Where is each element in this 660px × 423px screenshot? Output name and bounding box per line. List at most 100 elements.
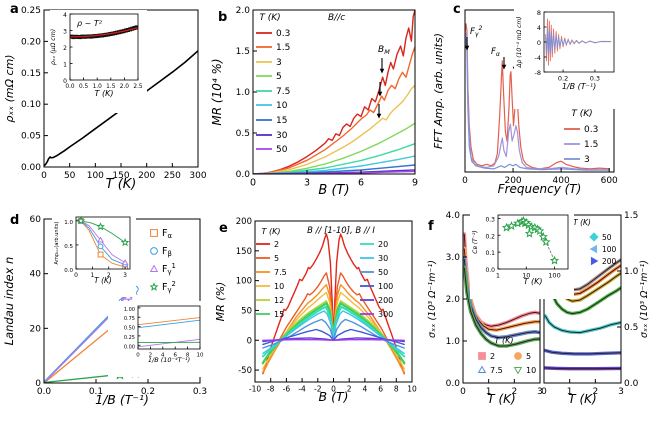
svg-text:100: 100 [548, 272, 560, 280]
svg-text:1/B (10⁻⁴T⁻¹): 1/B (10⁻⁴T⁻¹) [148, 356, 190, 364]
svg-text:0.0: 0.0 [64, 268, 73, 274]
chart-a-resistivity-vs-temperature: 0 50 100 150 200 250 300 0.00 0.05 0.10 0.15 0.20 0.… [2, 2, 208, 205]
chart-a-inset-low-temperature-fit: 0.0 0.5 1.0 1.5 2.0 2.5 0 1 2 3 4 T (K) ρₓₓ (μΩ cm) ρ… [50, 10, 147, 113]
svg-text:0: 0 [136, 353, 140, 359]
svg-text:0.3: 0.3 [485, 216, 495, 223]
svg-text:1.5: 1.5 [276, 43, 290, 53]
svg-text:10: 10 [526, 366, 536, 375]
svg-text:T (K): T (K) [94, 276, 112, 285]
svg-text:0.3: 0.3 [590, 75, 600, 83]
svg-text:200: 200 [236, 217, 252, 227]
svg-text:200: 200 [378, 296, 393, 305]
svg-text:Ampₙₒᵣ(arb.units): Ampₙₒᵣ(arb.units) [54, 222, 60, 265]
panel-letter-a: a [10, 2, 19, 17]
svg-text:6: 6 [173, 353, 177, 359]
svg-text:-2: -2 [314, 385, 322, 394]
panel-letter-f: f [428, 219, 434, 234]
svg-text:600: 600 [601, 176, 618, 186]
svg-text:0: 0 [35, 379, 41, 389]
svg-text:4: 4 [63, 12, 67, 19]
svg-text:3.0: 3.0 [446, 253, 461, 263]
svg-text:B//c: B//c [328, 13, 345, 23]
svg-text:5: 5 [276, 72, 282, 82]
svg-text:0.20: 0.20 [21, 37, 41, 47]
svg-text:100: 100 [602, 245, 617, 254]
svg-text:7.5: 7.5 [276, 87, 290, 97]
svg-text:0.0: 0.0 [65, 84, 75, 90]
chart-b-magnetoresistance-B-parallel-c: 0 3 6 9 0.0 0.5 1.0 1.5 2.0 B (T) MR (10⁴ %) T (K) 0… [208, 2, 430, 205]
svg-text:-4: -4 [535, 54, 541, 62]
svg-text:2: 2 [592, 387, 598, 397]
svg-text:T (K): T (K) [262, 227, 281, 236]
svg-text:FFT Amp. (arb. units): FFT Amp. (arb. units) [432, 33, 445, 149]
svg-text:0.00: 0.00 [124, 344, 135, 350]
svg-text:6: 6 [378, 385, 383, 394]
svg-text:B (T): B (T) [319, 389, 349, 404]
svg-text:3: 3 [63, 29, 67, 36]
svg-text:0.5: 0.5 [624, 323, 638, 333]
svg-text:0.3: 0.3 [193, 387, 207, 397]
svg-text:1: 1 [63, 62, 67, 69]
svg-text:0: 0 [250, 178, 256, 189]
svg-text:1: 1 [90, 272, 94, 279]
svg-text:1.5: 1.5 [584, 140, 598, 150]
svg-text:2: 2 [107, 272, 111, 279]
svg-text:-8: -8 [267, 385, 275, 394]
svg-text:Fβ: Fβ [162, 246, 172, 258]
svg-text:1: 1 [567, 387, 573, 397]
svg-text:1: 1 [496, 272, 500, 280]
chart-f-conductivity-low-T: 0 1 2 3 0.0 1.0 2.0 3.0 4.0 T (K) σₓₓ (10³ Ω⁻¹m⁻¹)… [426, 207, 542, 423]
svg-text:2: 2 [347, 385, 352, 394]
svg-text:150: 150 [236, 247, 252, 257]
svg-text:1.0: 1.0 [64, 220, 73, 226]
svg-text:0: 0 [41, 171, 47, 181]
panel-d: 0.0 0.1 0.2 0.3 0 20 40 60 1/B (T⁻¹) Landau index… [2, 207, 214, 423]
svg-text:-6: -6 [283, 385, 291, 394]
svg-text:2.0: 2.0 [120, 84, 130, 90]
svg-text:10: 10 [274, 282, 284, 291]
svg-text:1.0: 1.0 [624, 267, 639, 277]
svg-text:2.0: 2.0 [236, 6, 251, 16]
svg-text:3: 3 [537, 387, 542, 397]
svg-text:0.1: 0.1 [89, 387, 103, 397]
chart-d-inset-intercept-zoom: 0 2 4 6 8 10 0.00 0.25 0.50 0.75 1.00 1/B (10⁻⁴T⁻¹) [108, 301, 208, 377]
svg-text:2: 2 [274, 240, 279, 249]
svg-text:0.0: 0.0 [485, 267, 495, 274]
svg-text:1/B (T⁻¹): 1/B (T⁻¹) [95, 392, 149, 407]
svg-text:50: 50 [602, 233, 612, 242]
panel-letter-b: b [218, 10, 228, 25]
svg-text:1.0: 1.0 [446, 337, 461, 347]
svg-text:3: 3 [276, 58, 282, 68]
svg-text:5: 5 [274, 254, 279, 263]
svg-text:3: 3 [304, 178, 310, 189]
svg-text:200: 200 [138, 171, 155, 181]
panel-e: -10 -8 -6 -4 -2 0 2 4 6 8 10 -50 0 50 100 150 200 B (T) MR… [214, 207, 426, 423]
panel-f: 0 1 2 3 0.0 1.0 2.0 3.0 4.0 T (K) σₓₓ (10³ Ω⁻¹m⁻¹)… [426, 207, 658, 423]
svg-text:ρₓₓ (mΩ cm): ρₓₓ (mΩ cm) [3, 54, 16, 122]
svg-text:0.5: 0.5 [79, 84, 89, 90]
svg-text:60: 60 [30, 215, 42, 225]
svg-text:0.5: 0.5 [64, 244, 73, 250]
svg-text:8: 8 [186, 353, 190, 359]
svg-text:15: 15 [276, 116, 287, 126]
svg-text:12: 12 [274, 296, 284, 305]
svg-text:300: 300 [189, 171, 206, 181]
chart-c-inset-quantum-oscillations: 0.2 0.3 -8 -4 0 4 8 1/B (T⁻¹) Δρ (10⁻⁴ mΩ cm) [514, 8, 620, 109]
svg-text:-50: -50 [238, 366, 252, 376]
svg-text:4: 4 [161, 353, 165, 359]
svg-text:50: 50 [276, 145, 288, 155]
svg-text:MR (%): MR (%) [214, 282, 227, 322]
svg-text:8: 8 [537, 9, 541, 17]
svg-text:Δρ (10⁻⁴ mΩ cm): Δρ (10⁻⁴ mΩ cm) [516, 16, 523, 68]
svg-text:ρ ~ T²: ρ ~ T² [77, 19, 103, 28]
svg-text:0.3: 0.3 [276, 29, 290, 39]
svg-text:10: 10 [197, 353, 204, 359]
svg-text:1.0: 1.0 [93, 84, 103, 90]
svg-text:2: 2 [490, 352, 495, 361]
svg-text:0: 0 [331, 385, 336, 394]
svg-text:T (K): T (K) [487, 392, 515, 406]
svg-text:100: 100 [87, 171, 104, 181]
svg-text:4: 4 [363, 385, 368, 394]
svg-text:0: 0 [542, 387, 547, 397]
svg-text:7.5: 7.5 [274, 268, 287, 277]
